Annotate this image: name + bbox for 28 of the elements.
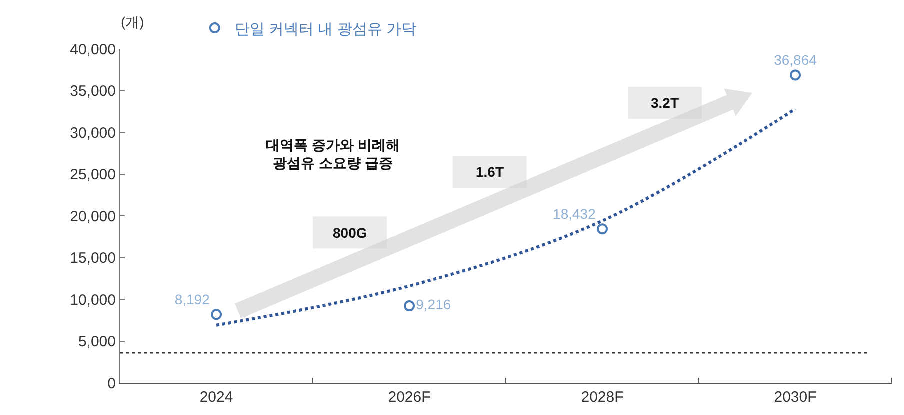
annotation: 800G <box>333 225 368 241</box>
x-tick-label: 2024 <box>200 389 234 406</box>
y-tick-label: 15,000 <box>70 250 116 267</box>
data-label: 9,216 <box>416 296 452 313</box>
y-tick-label: 40,000 <box>70 41 116 58</box>
data-label: 8,192 <box>174 291 210 308</box>
annotation: 대역폭 증가와 비례해 광섬유 소요량 급증 <box>266 137 400 172</box>
y-tick-label: 10,000 <box>70 292 116 309</box>
legend-label: 단일 커넥터 내 광섬유 가닥 <box>234 20 417 38</box>
data-label: 18,432 <box>553 206 596 222</box>
y-tick-label: 35,000 <box>70 83 116 100</box>
point <box>790 70 801 81</box>
x-tick-label: 2026F <box>388 389 431 406</box>
y-tick-label: 0 <box>108 375 116 392</box>
y-tick-label: 25,000 <box>70 166 116 184</box>
y-tick-label: 30,000 <box>70 124 116 142</box>
annotation: 3.2T <box>651 95 680 111</box>
y-tick-label: 20,000 <box>70 208 116 226</box>
line-series <box>215 108 797 327</box>
annotation: 1.6T <box>476 164 504 180</box>
data-label: 36,864 <box>774 52 818 68</box>
point <box>211 309 222 320</box>
y-axis-title: (개) <box>121 14 144 30</box>
point <box>597 224 608 235</box>
y-tick-label: 5,000 <box>78 334 116 350</box>
point <box>404 300 415 312</box>
x-tick-label: 2028F <box>581 389 624 406</box>
x-tick-label: 2030F <box>774 389 817 406</box>
